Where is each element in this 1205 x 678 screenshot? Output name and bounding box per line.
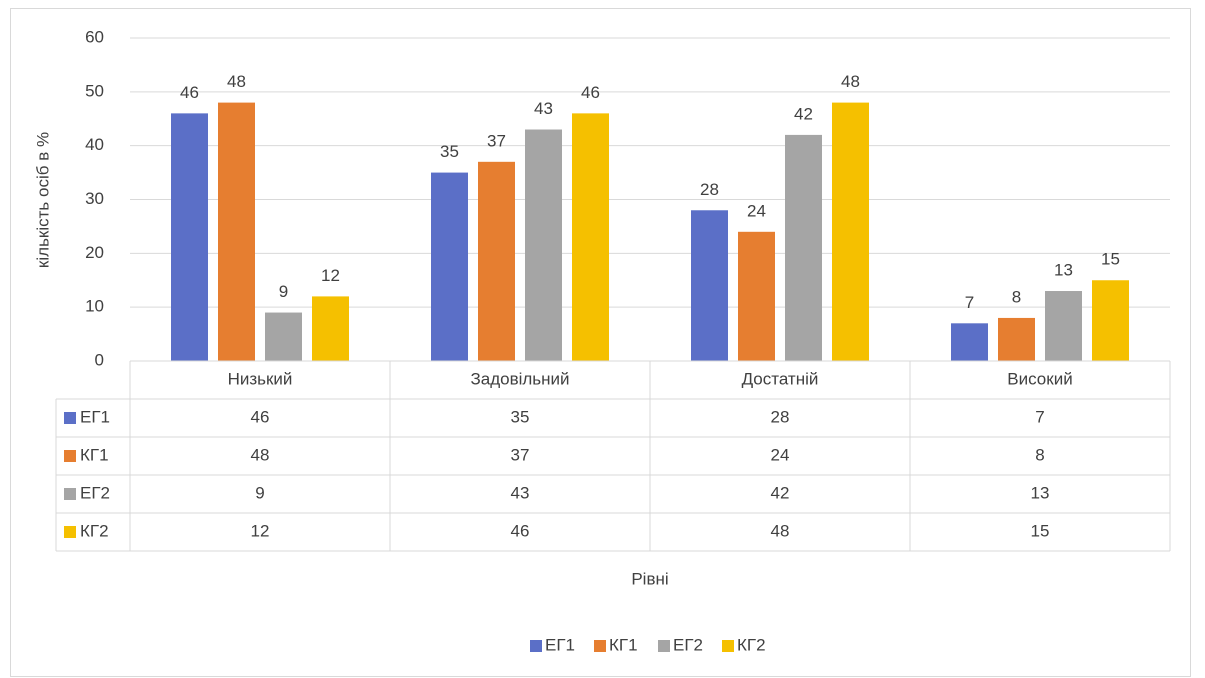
x-tick-label: Високий	[1007, 369, 1072, 388]
data-label: 46	[581, 83, 600, 102]
table-series-name: КГ1	[80, 445, 109, 464]
data-label: 42	[794, 104, 813, 123]
table-cell: 12	[251, 521, 270, 540]
legend-key	[530, 640, 542, 652]
legend-label: ЕГ1	[545, 635, 575, 654]
bar	[218, 102, 255, 361]
table-cell: 37	[511, 445, 530, 464]
table-cell: 46	[251, 407, 270, 426]
y-tick-label: 60	[85, 27, 104, 46]
table-series-name: ЕГ1	[80, 407, 110, 426]
legend-label: ЕГ2	[673, 635, 703, 654]
x-axis-title: Рівні	[631, 569, 668, 588]
bar	[431, 172, 468, 361]
bar	[998, 317, 1035, 361]
table-legend-key	[64, 526, 76, 538]
table-cell: 13	[1031, 483, 1050, 502]
bar	[832, 102, 869, 361]
table-series-name: КГ2	[80, 521, 109, 540]
bar	[738, 231, 775, 361]
y-tick-label: 50	[85, 81, 104, 100]
legend-label: КГ1	[609, 635, 638, 654]
data-label: 43	[534, 99, 553, 118]
data-label: 15	[1101, 250, 1120, 269]
legend-label: КГ2	[737, 635, 766, 654]
table-cell: 42	[771, 483, 790, 502]
y-axis-title: кількість осіб в %	[33, 132, 52, 268]
legend-key	[658, 640, 670, 652]
data-label: 7	[965, 293, 974, 312]
data-label: 48	[841, 72, 860, 91]
table-cell: 35	[511, 407, 530, 426]
bar	[951, 323, 988, 361]
table-legend-key	[64, 488, 76, 500]
x-tick-label: Достатній	[742, 369, 819, 388]
table-cell: 48	[771, 521, 790, 540]
data-label: 12	[321, 266, 340, 285]
y-tick-label: 30	[85, 189, 104, 208]
table-cell: 24	[771, 445, 790, 464]
y-tick-label: 0	[95, 350, 104, 369]
y-tick-label: 20	[85, 243, 104, 262]
table-cell: 28	[771, 407, 790, 426]
data-label: 8	[1012, 287, 1021, 306]
table-cell: 8	[1035, 445, 1044, 464]
bar	[478, 161, 515, 361]
table-cell: 9	[255, 483, 264, 502]
data-label: 13	[1054, 261, 1073, 280]
data-label: 37	[487, 131, 506, 150]
data-label: 35	[440, 142, 459, 161]
table-series-name: ЕГ2	[80, 483, 110, 502]
table-cell: 48	[251, 445, 270, 464]
table-cell: 15	[1031, 521, 1050, 540]
x-tick-label: Задовільний	[470, 369, 569, 388]
bar	[1092, 280, 1129, 361]
data-label: 46	[180, 83, 199, 102]
table-cell: 7	[1035, 407, 1044, 426]
bar	[265, 312, 302, 361]
table-cell: 46	[511, 521, 530, 540]
x-tick-label: Низький	[228, 369, 293, 388]
bar	[312, 296, 349, 361]
bar	[525, 129, 562, 361]
y-tick-label: 10	[85, 297, 104, 316]
legend-key	[594, 640, 606, 652]
bar	[785, 134, 822, 361]
data-label: 24	[747, 201, 766, 220]
bar	[171, 113, 208, 361]
table-legend-key	[64, 450, 76, 462]
bar	[1045, 291, 1082, 361]
bar	[572, 113, 609, 361]
data-label: 28	[700, 180, 719, 199]
table-cell: 43	[511, 483, 530, 502]
data-label: 48	[227, 72, 246, 91]
legend-key	[722, 640, 734, 652]
table-legend-key	[64, 412, 76, 424]
data-label: 9	[279, 282, 288, 301]
y-tick-label: 40	[85, 135, 104, 154]
bar	[691, 210, 728, 361]
